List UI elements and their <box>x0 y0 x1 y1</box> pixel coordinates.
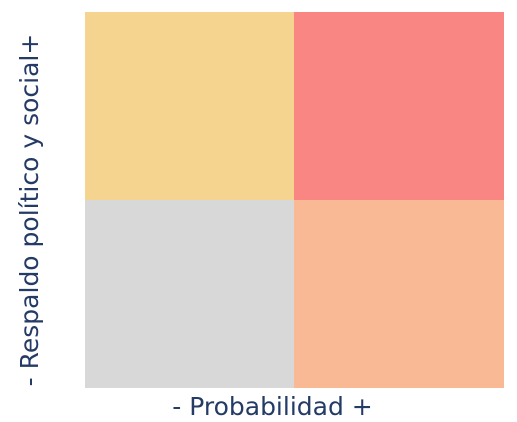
quadrant-bottom-right <box>294 200 504 388</box>
quadrant-top-left <box>85 12 294 200</box>
x-axis-label: - Probabilidad + <box>172 392 373 421</box>
y-axis-label: - Respaldo político y social+ <box>15 33 44 387</box>
quadrant-top-right <box>294 12 504 200</box>
quadrant-bottom-left <box>85 200 294 388</box>
priority-matrix <box>85 12 504 388</box>
